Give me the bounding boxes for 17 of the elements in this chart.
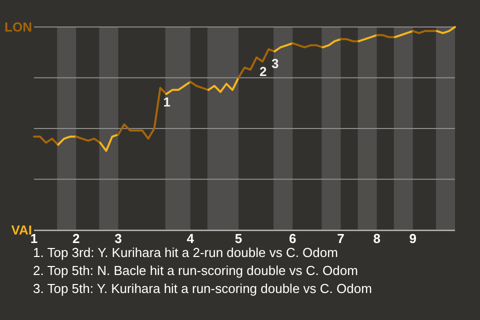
- x-tick-label: 5: [234, 231, 242, 246]
- annotation: 1: [163, 94, 171, 110]
- annotation: 2: [260, 64, 267, 79]
- x-tick-label: 9: [409, 231, 417, 246]
- annotation: 3: [272, 56, 279, 71]
- x-tick-label: 6: [288, 231, 296, 246]
- x-tick-label: 2: [72, 231, 80, 246]
- x-tick-label: 3: [114, 231, 122, 246]
- ref-line-label: LON: [4, 20, 32, 35]
- x-tick-label: 1: [30, 231, 38, 246]
- x-tick-label: 8: [373, 231, 380, 246]
- text: 1. Top 3rd: Y. Kurihara hit a 2-run double vs C. Odom: [33, 245, 338, 260]
- text: 3. Top 5th: Y. Kurihara hit a run-scoring double vs C. Odom: [33, 281, 372, 296]
- ref-line-label: VAI: [11, 222, 32, 238]
- x-tick-label: 7: [337, 231, 344, 246]
- text: 2. Top 5th: N. Bacle hit a run-scoring double vs C. Odom: [33, 263, 358, 278]
- x-tick-label: 4: [186, 231, 195, 246]
